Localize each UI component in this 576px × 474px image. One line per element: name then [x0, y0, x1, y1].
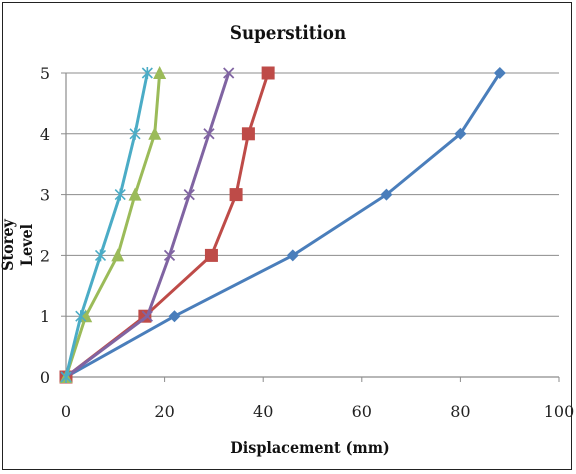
- chart-frame: [2, 2, 572, 470]
- series-2-line: [65, 72, 270, 379]
- series-5-line: [64, 72, 149, 378]
- x-tick-label-0: 0: [61, 402, 71, 421]
- series-4-point-3: [128, 187, 142, 201]
- series-3-point-4: [203, 128, 215, 140]
- series-1-point-1: [168, 310, 181, 323]
- x-ticks: 0 20 40 60 80 100: [61, 377, 574, 421]
- series-5-point-4: [129, 127, 141, 140]
- series-3-point-1: [141, 310, 153, 322]
- series-4-point-4: [148, 126, 162, 140]
- series-3-point-5: [223, 67, 235, 79]
- series-1-point-3: [380, 188, 393, 201]
- y-tick-label-3: 3: [40, 186, 50, 205]
- x-tick-label-100: 100: [544, 402, 575, 421]
- y-tick-label-4: 4: [40, 125, 50, 144]
- series-4-point-2: [111, 248, 125, 262]
- series-1-line: [65, 72, 502, 379]
- series-5-point-5: [141, 67, 153, 79]
- series-2-point-2: [204, 248, 218, 262]
- x-tick-label-40: 40: [253, 402, 273, 421]
- series-4-point-5: [153, 66, 167, 79]
- series-2-point-5: [261, 66, 275, 80]
- series-1-point-5: [493, 67, 506, 79]
- series-1-point-2: [286, 249, 299, 262]
- series-5: [60, 67, 153, 383]
- series-5-point-1: [75, 310, 87, 323]
- series-5-point-0: [60, 371, 72, 383]
- series-3: [60, 67, 235, 383]
- series-2: [59, 66, 275, 384]
- series-2-point-4: [241, 127, 255, 141]
- x-tick-label-60: 60: [352, 402, 372, 421]
- series-3-point-3: [183, 188, 195, 201]
- y-tick-label-1: 1: [40, 307, 50, 326]
- series-5-point-2: [94, 249, 107, 262]
- y-tick-label-5: 5: [40, 64, 50, 83]
- x-tick-label-20: 20: [154, 402, 174, 421]
- chart-title: Superstition: [229, 22, 347, 44]
- y-tick-label-0: 0: [40, 368, 50, 387]
- series-4: [59, 66, 167, 383]
- series-3-point-2: [163, 249, 176, 262]
- x-axis-label: Displacement (mm): [230, 438, 390, 457]
- series-1-point-4: [454, 127, 467, 140]
- axes: [65, 73, 559, 378]
- x-tick-label-80: 80: [450, 402, 470, 421]
- series-2-point-3: [229, 188, 243, 202]
- y-ticks: 0 1 2 3 4 5: [40, 64, 66, 387]
- series-3-line: [65, 72, 231, 379]
- series-group: [59, 66, 506, 384]
- series-5-point-3: [114, 188, 126, 201]
- series-4-line: [64, 72, 162, 378]
- y-tick-label-2: 2: [40, 246, 50, 265]
